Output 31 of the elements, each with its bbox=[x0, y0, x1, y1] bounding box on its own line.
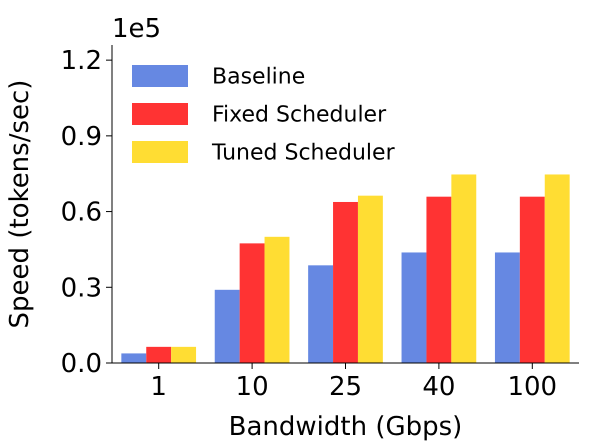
x-tick-label: 40 bbox=[422, 372, 456, 402]
x-tick-label: 25 bbox=[328, 372, 362, 402]
y-tick-label: 0.6 bbox=[60, 198, 102, 228]
bar bbox=[358, 196, 383, 363]
bar bbox=[171, 346, 196, 363]
x-tick-label: 10 bbox=[236, 372, 269, 402]
y-tick-label: 0.9 bbox=[60, 122, 102, 152]
bar bbox=[494, 252, 520, 363]
bar bbox=[264, 236, 290, 363]
bar bbox=[121, 353, 146, 363]
y-tick-label: 0.0 bbox=[60, 349, 102, 380]
bar bbox=[333, 202, 358, 363]
legend-label: Fixed Scheduler bbox=[212, 102, 388, 128]
bar bbox=[214, 290, 240, 363]
y-tick-label: 1.2 bbox=[60, 46, 102, 76]
x-axis-title: Bandwidth (Gbps) bbox=[228, 412, 462, 442]
y-tick-label: 0.3 bbox=[60, 273, 102, 304]
legend-label: Tuned Scheduler bbox=[211, 140, 396, 166]
x-tick-label: 100 bbox=[507, 372, 558, 402]
bar bbox=[544, 174, 570, 363]
x-tick-label: 1 bbox=[150, 372, 167, 402]
bar bbox=[520, 196, 545, 363]
bar bbox=[240, 243, 265, 363]
bar bbox=[451, 174, 476, 363]
y-axis-title: Speed (tokens/sec) bbox=[5, 80, 35, 328]
text: 1e5 bbox=[112, 14, 162, 44]
bar bbox=[426, 196, 452, 363]
bar bbox=[308, 265, 334, 363]
bar bbox=[146, 346, 172, 363]
legend-label: Baseline bbox=[212, 64, 306, 90]
bar bbox=[402, 252, 426, 363]
